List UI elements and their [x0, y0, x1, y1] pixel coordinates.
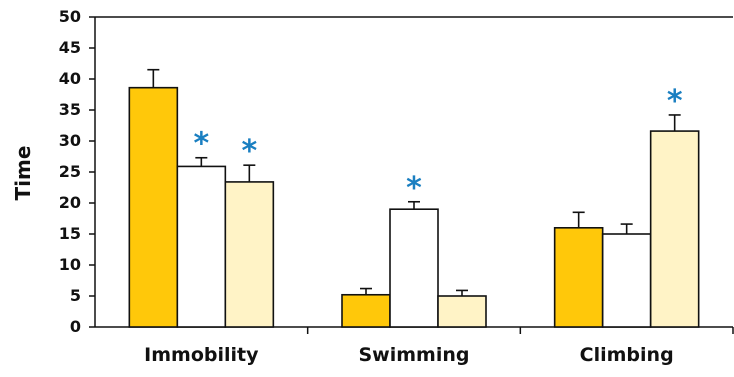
y-tick-label: 25 — [59, 162, 81, 181]
significance-star: * — [667, 84, 683, 119]
y-tick-label: 30 — [59, 131, 81, 150]
y-tick-label: 0 — [70, 317, 81, 336]
labels: Immobility Swimming Climbing * * * * — [144, 84, 683, 366]
significance-star: * — [193, 127, 209, 162]
bars — [128, 68, 700, 328]
significance-star: * — [241, 134, 257, 169]
bar-immobility-3 — [224, 181, 275, 328]
bar-immobility-1 — [128, 86, 179, 328]
bar-immobility-2 — [176, 165, 227, 328]
bar-climbing-3 — [649, 130, 700, 328]
bar-climbing-1 — [553, 227, 604, 328]
y-tick-label: 15 — [59, 224, 81, 243]
y-tick-label: 5 — [70, 286, 81, 305]
y-tick-label: 20 — [59, 193, 81, 212]
bar-swimming-2 — [389, 208, 439, 328]
bar-swimming-3 — [437, 295, 487, 328]
bar-climbing-2 — [601, 233, 652, 328]
x-category-label: Climbing — [580, 344, 674, 366]
y-tick-label: 10 — [59, 255, 81, 274]
x-category-label: Immobility — [144, 344, 259, 366]
x-category-label: Swimming — [359, 344, 470, 366]
significance-star: * — [406, 171, 422, 206]
y-tick-label: 50 — [59, 7, 81, 26]
y-tick-label: 45 — [59, 38, 81, 57]
y-tick-label: 35 — [59, 100, 81, 119]
y-tick-label: 40 — [59, 69, 81, 88]
bar-swimming-1 — [341, 293, 391, 328]
y-axis-title: Time — [11, 146, 35, 201]
